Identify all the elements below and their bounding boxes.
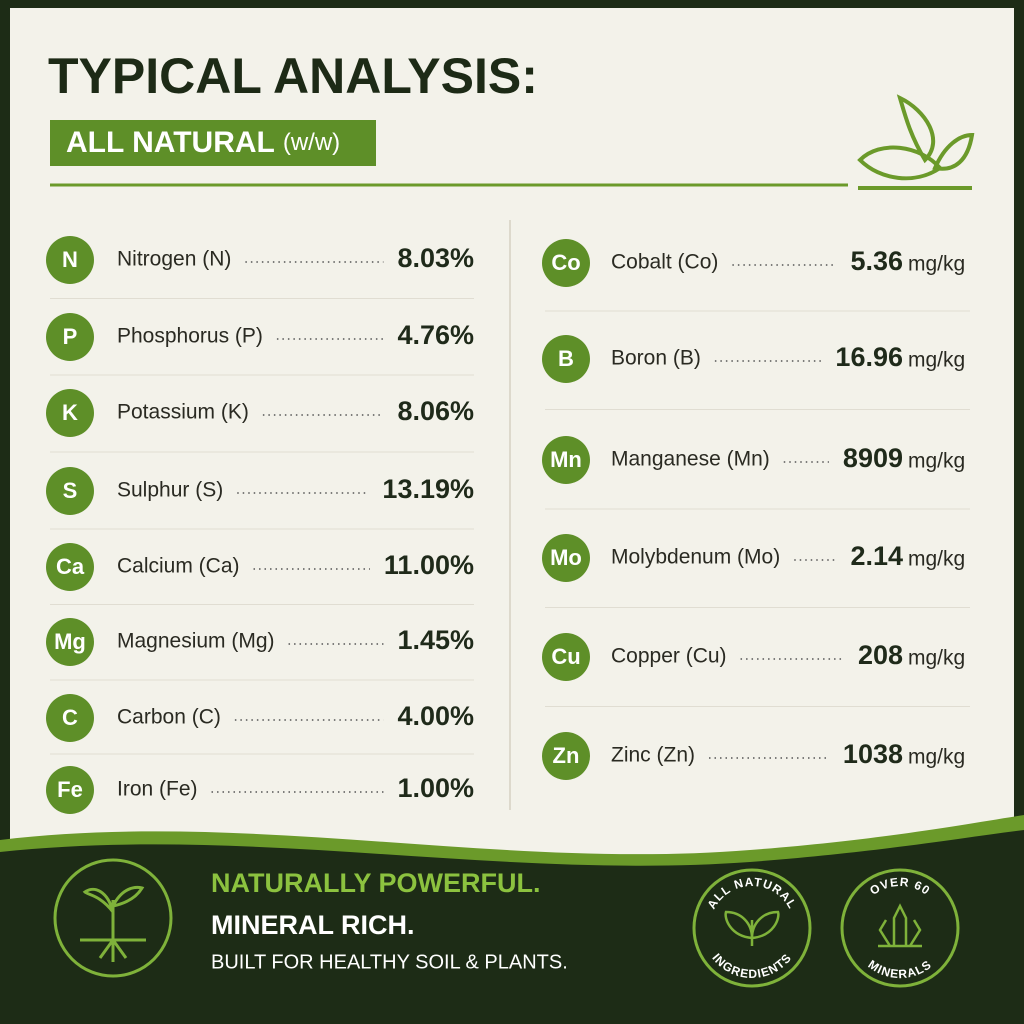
element-name: Molybdenum (Mo) bbox=[611, 546, 780, 569]
element-value: 16.96 bbox=[835, 342, 903, 372]
element-name: Nitrogen (N) bbox=[117, 248, 231, 271]
element-name: Potassium (K) bbox=[117, 401, 249, 424]
symbol: K bbox=[62, 400, 78, 425]
element-value: 8.03% bbox=[397, 243, 474, 273]
badge-ring bbox=[840, 868, 960, 988]
symbol-badge bbox=[46, 766, 94, 814]
footer-line2: MINERAL RICH. bbox=[211, 910, 415, 940]
element-unit: mg/kg bbox=[908, 349, 965, 372]
footer-bg bbox=[0, 830, 1024, 1024]
badge-icon bbox=[724, 910, 780, 946]
symbol: Mo bbox=[550, 545, 582, 570]
footer-line3: BUILT FOR HEALTHY SOIL & PLANTS. bbox=[211, 951, 568, 973]
symbol: C bbox=[62, 705, 78, 730]
element-unit: mg/kg bbox=[908, 450, 965, 473]
symbol: B bbox=[558, 346, 574, 371]
element-value: 4.76% bbox=[397, 320, 474, 350]
element-value: 1.00% bbox=[397, 773, 474, 803]
element-name: Magnesium (Mg) bbox=[117, 630, 275, 653]
subtitle-note: (w/w) bbox=[283, 129, 340, 156]
element-unit: mg/kg bbox=[908, 548, 965, 571]
element-name: Zinc (Zn) bbox=[611, 744, 695, 767]
subtitle-main: ALL NATURAL bbox=[66, 126, 275, 159]
element-name: Calcium (Ca) bbox=[117, 555, 240, 578]
element-value: 11.00% bbox=[384, 550, 474, 580]
symbol: Mg bbox=[54, 629, 86, 654]
symbol-badge bbox=[542, 335, 590, 383]
symbol-badge bbox=[542, 239, 590, 287]
element-value: 13.19% bbox=[382, 474, 474, 504]
element-name: Carbon (C) bbox=[117, 706, 221, 729]
symbol-badge bbox=[46, 618, 94, 666]
symbol-badge bbox=[46, 543, 94, 591]
footer-icon bbox=[53, 858, 173, 978]
symbol: Mn bbox=[550, 447, 582, 472]
element-name: Copper (Cu) bbox=[611, 645, 727, 668]
symbol-badge bbox=[542, 436, 590, 484]
symbol-badge bbox=[46, 694, 94, 742]
element-name: Iron (Fe) bbox=[117, 778, 198, 801]
element-name: Manganese (Mn) bbox=[611, 448, 770, 471]
symbol: P bbox=[63, 324, 78, 349]
symbol: S bbox=[63, 478, 78, 503]
element-value: 8.06% bbox=[397, 396, 474, 426]
element-value: 5.36 bbox=[850, 246, 903, 276]
element-unit: mg/kg bbox=[908, 253, 965, 276]
symbol-badge bbox=[542, 732, 590, 780]
symbol-badge bbox=[46, 467, 94, 515]
element-unit: mg/kg bbox=[908, 746, 965, 769]
element-value: 4.00% bbox=[397, 701, 474, 731]
symbol-badge bbox=[46, 313, 94, 361]
symbol: Zn bbox=[553, 743, 580, 768]
element-value: 8909 bbox=[843, 443, 903, 473]
symbol: Cu bbox=[551, 644, 580, 669]
element-name: Boron (B) bbox=[611, 347, 701, 370]
title: TYPICAL ANALYSIS: bbox=[48, 48, 538, 104]
symbol-badge bbox=[542, 534, 590, 582]
symbol: Fe bbox=[57, 777, 83, 802]
subtitle: ALL NATURAL (w/w) bbox=[66, 126, 340, 159]
symbol-badge bbox=[46, 236, 94, 284]
element-name: Sulphur (S) bbox=[117, 479, 223, 502]
element-value: 1038 bbox=[843, 739, 903, 769]
element-value: 2.14 bbox=[850, 541, 903, 571]
leaf-icon bbox=[857, 94, 975, 190]
element-name: Phosphorus (P) bbox=[117, 325, 263, 348]
element-value: 208 bbox=[858, 640, 903, 670]
badge-ring bbox=[692, 868, 812, 988]
subtitle-box bbox=[50, 120, 376, 166]
symbol: Co bbox=[551, 250, 580, 275]
badge-icon bbox=[878, 903, 922, 948]
symbol-badge bbox=[46, 389, 94, 437]
element-value: 1.45% bbox=[397, 625, 474, 655]
symbol-badge bbox=[542, 633, 590, 681]
element-name: Cobalt (Co) bbox=[611, 251, 718, 274]
symbol: N bbox=[62, 247, 78, 272]
element-unit: mg/kg bbox=[908, 647, 965, 670]
footer-line1: NATURALLY POWERFUL. bbox=[211, 868, 541, 898]
symbol: Ca bbox=[56, 554, 85, 579]
